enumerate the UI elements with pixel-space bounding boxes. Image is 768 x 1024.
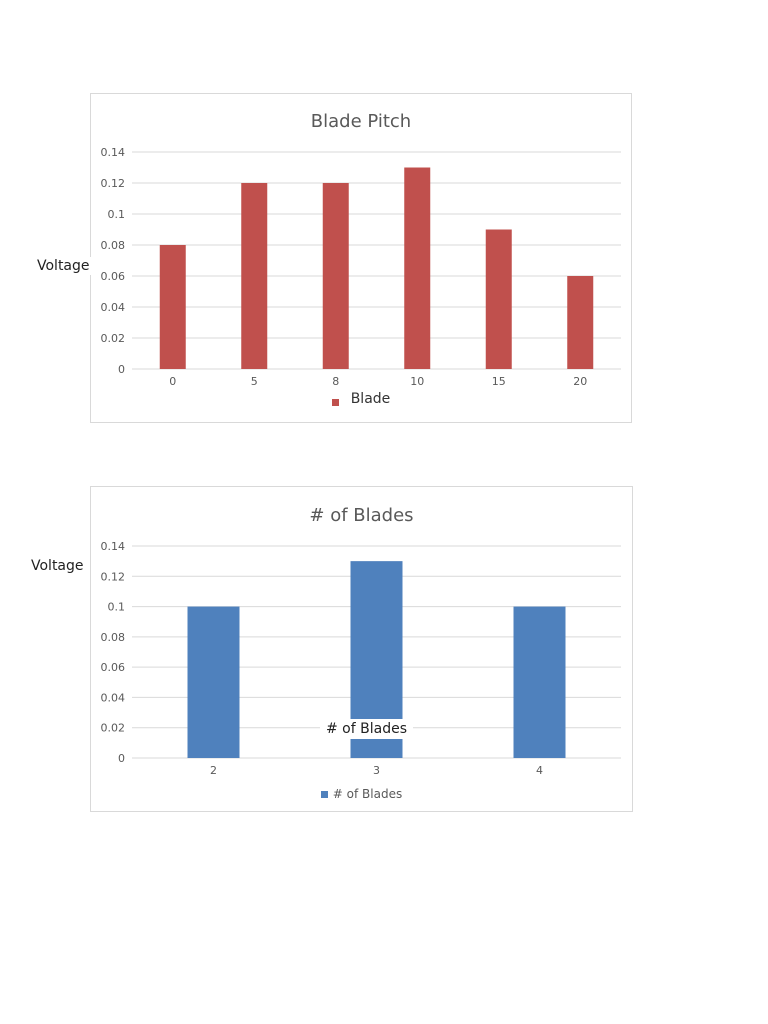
legend-label: # of Blades bbox=[332, 787, 403, 801]
y-tick-label: 0.12 bbox=[101, 177, 126, 190]
y-tick-label: 0.06 bbox=[101, 661, 126, 674]
y-tick-label: 0.14 bbox=[101, 146, 126, 159]
bar bbox=[159, 245, 186, 369]
x-tick-label: 2 bbox=[210, 764, 217, 777]
x-tick-label: 3 bbox=[373, 764, 380, 777]
legend-label: Blade bbox=[350, 391, 391, 407]
y-tick-label: 0.12 bbox=[101, 570, 126, 583]
blade-pitch-plot: 0 0.02 0.04 0.06 0.08 0.1 0.12 0.14 0 5 8 10 15 20 bbox=[101, 146, 621, 388]
legend-swatch bbox=[320, 791, 328, 798]
y-tick-label: 0.04 bbox=[101, 691, 126, 704]
x-tick-label: 8 bbox=[332, 375, 339, 388]
bar bbox=[513, 606, 566, 758]
number-of-blades-chart: # of Blades 0 0.02 0.04 0.06 0.08 0.1 0.12 0.14… bbox=[90, 486, 633, 812]
y-tick-label: 0.14 bbox=[101, 540, 126, 553]
x-tick-label: 10 bbox=[410, 375, 424, 388]
chart-legend: Blade bbox=[91, 391, 631, 407]
y-tick-label: 0.08 bbox=[101, 239, 126, 252]
bar bbox=[241, 183, 268, 369]
legend-swatch bbox=[331, 398, 339, 406]
bar bbox=[404, 167, 431, 369]
chart-title: Blade Pitch bbox=[310, 111, 412, 132]
y-tick-label: 0.02 bbox=[101, 332, 126, 345]
bar bbox=[567, 276, 594, 369]
chart-title: # of Blades bbox=[309, 505, 414, 526]
y-tick-label: 0.1 bbox=[108, 208, 126, 221]
bar bbox=[322, 183, 349, 369]
y-axis-label: Voltage bbox=[28, 557, 87, 575]
x-tick-label: 20 bbox=[573, 375, 587, 388]
x-tick-label: 0 bbox=[169, 375, 176, 388]
y-tick-label: 0.1 bbox=[108, 601, 126, 614]
x-tick-label: 15 bbox=[492, 375, 506, 388]
number-of-blades-plot: 0 0.02 0.04 0.06 0.08 0.1 0.12 0.14 2 3 4 bbox=[101, 540, 621, 777]
x-tick-label: 5 bbox=[251, 375, 258, 388]
bar bbox=[187, 606, 240, 758]
bar bbox=[485, 229, 512, 369]
y-tick-label: 0 bbox=[118, 363, 125, 376]
x-axis-label: # of Blades bbox=[320, 719, 413, 739]
y-tick-label: 0.02 bbox=[101, 722, 126, 735]
chart-legend: # of Blades bbox=[91, 787, 632, 801]
y-tick-label: 0.04 bbox=[101, 301, 126, 314]
y-tick-label: 0.06 bbox=[101, 270, 126, 283]
blade-pitch-chart: Blade Pitch 0 0.02 0.04 0.06 0.08 0.1 0.12 0.14… bbox=[90, 93, 632, 423]
y-axis-label: Voltage bbox=[34, 257, 93, 275]
x-tick-label: 4 bbox=[536, 764, 543, 777]
y-tick-label: 0.08 bbox=[101, 631, 126, 644]
y-tick-label: 0 bbox=[118, 752, 125, 765]
